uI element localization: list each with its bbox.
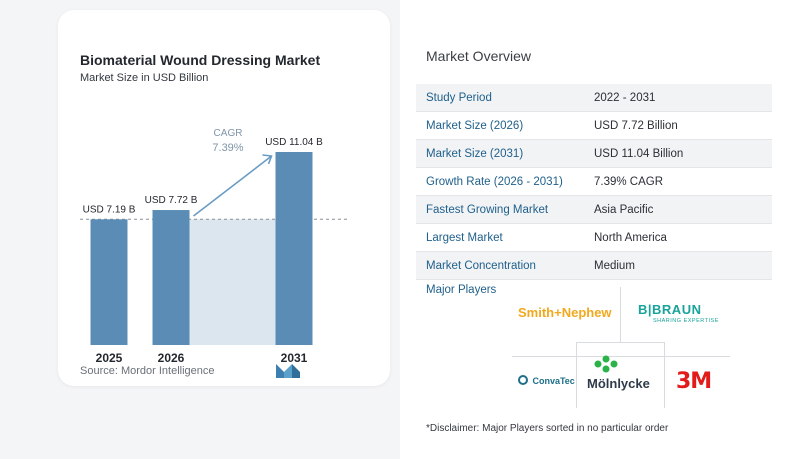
table-row: Growth Rate (2026 - 2031) 7.39% CAGR	[416, 168, 772, 196]
bar-chart: USD 7.19 B 2025 USD 7.72 B 2026 USD 11.04 B 2…	[80, 128, 350, 365]
bar	[275, 152, 313, 345]
row-value: USD 11.04 Billion	[594, 147, 684, 160]
convatec-name: ConvaTec	[532, 376, 575, 386]
logo-divider	[620, 287, 621, 342]
convatec-logo: ConvaTec	[518, 371, 575, 389]
row-label: Market Size (2026)	[426, 119, 524, 132]
bar	[90, 219, 128, 345]
row-label: Largest Market	[426, 231, 503, 244]
data-label: USD 7.19 B	[83, 204, 136, 215]
logo-divider	[664, 342, 665, 408]
overview-title: Market Overview	[426, 48, 532, 64]
cagr-arrowhead-icon	[262, 154, 273, 165]
major-players-title: Major Players	[426, 284, 497, 296]
disclaimer-text: *Disclaimer: Major Players sorted in no …	[426, 423, 669, 434]
row-value: 2022 - 2031	[594, 91, 656, 104]
table-row: Market Concentration Medium	[416, 252, 772, 280]
data-label: USD 7.72 B	[145, 195, 198, 206]
mordor-logo-icon	[276, 364, 300, 378]
3m-logo: 3M	[676, 369, 712, 394]
row-label: Fastest Growing Market	[426, 203, 549, 216]
cagr-arrow	[193, 155, 272, 217]
row-value: North America	[594, 231, 667, 244]
row-label: Study Period	[426, 91, 492, 104]
row-value: USD 7.72 Billion	[594, 119, 678, 132]
table-row: Market Size (2031) USD 11.04 Billion	[416, 140, 772, 168]
source-note: Source: Mordor Intelligence	[80, 365, 215, 377]
cagr-label: CAGR	[214, 128, 243, 139]
table-row: Market Size (2026) USD 7.72 Billion	[416, 112, 772, 140]
bar	[152, 210, 190, 345]
logo-divider	[576, 342, 577, 408]
table-row: Fastest Growing Market Asia Pacific	[416, 196, 772, 224]
smith-nephew-logo: Smith+Nephew	[518, 305, 612, 320]
logo-divider	[512, 356, 730, 357]
molnlycke-dots-icon	[594, 355, 618, 373]
row-value: 7.39% CAGR	[594, 175, 664, 188]
data-label: USD 11.04 B	[265, 137, 323, 148]
x-tick-label: 2026	[158, 351, 185, 365]
overview-table: Study Period 2022 - 2031 Market Size (20…	[416, 84, 772, 280]
chart-card: Biomaterial Wound Dressing Market Market…	[58, 10, 390, 386]
growth-band	[189, 219, 276, 345]
table-row: Study Period 2022 - 2031	[416, 84, 772, 112]
row-label: Market Concentration	[426, 259, 536, 272]
chart-title: Biomaterial Wound Dressing Market	[80, 52, 321, 68]
chart-subtitle: Market Size in USD Billion	[80, 72, 209, 84]
table-row: Largest Market North America	[416, 224, 772, 252]
x-tick-label: 2025	[96, 351, 123, 365]
market-overview-panel: Market Overview Study Period 2022 - 2031…	[400, 0, 800, 459]
bbraun-tagline: SHARING EXPERTISE	[653, 318, 719, 324]
x-tick-label: 2031	[281, 351, 308, 365]
row-value: Medium	[594, 259, 635, 272]
cagr-value: 7.39%	[212, 142, 243, 154]
convatec-mark-icon	[518, 374, 528, 385]
molnlycke-logo: Mölnlycke	[587, 376, 650, 391]
logo-divider	[576, 342, 665, 343]
row-label: Market Size (2031)	[426, 147, 524, 160]
row-label: Growth Rate (2026 - 2031)	[426, 175, 563, 188]
row-value: Asia Pacific	[594, 203, 654, 216]
bbraun-logo: B|BRAUN	[638, 302, 702, 317]
